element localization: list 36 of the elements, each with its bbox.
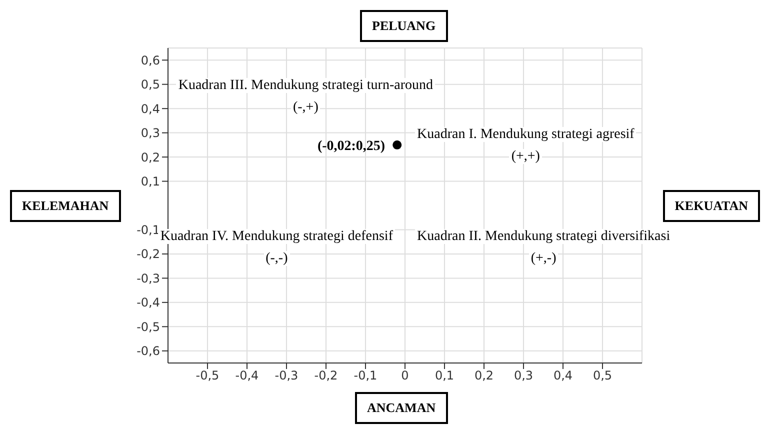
- x-tick-label: 0,4: [553, 368, 573, 383]
- x-tick-label: -0,2: [314, 368, 338, 383]
- annotation: (+,-): [528, 250, 558, 266]
- x-tick-label: 0,5: [592, 368, 612, 383]
- y-tick-label: -0,3: [136, 271, 160, 286]
- annotation: (-,+): [290, 100, 320, 116]
- x-tick-label: 0,3: [514, 368, 534, 383]
- text: KELEMAHAN: [10, 190, 121, 222]
- annotation: Kuadran III. Mendukung strategi turn-around: [176, 78, 435, 94]
- text: KEKUATAN: [662, 190, 760, 222]
- y-tick-label: 0,6: [140, 53, 160, 68]
- annotation: Kuadran II. Mendukung strategi diversifikasi: [415, 228, 672, 244]
- annotation: (+,+): [509, 148, 542, 164]
- y-tick-label: -0,2: [136, 247, 160, 262]
- y-tick-label: 0,4: [140, 102, 160, 116]
- annotation: Kuadran I. Mendukung strategi agresif: [415, 126, 636, 142]
- x-tick-label: -0,5: [196, 368, 220, 383]
- y-tick-label: 0,1: [140, 174, 160, 189]
- annotation: (-,-): [264, 250, 290, 266]
- annotation: Kuadran IV. Mendukung strategi defensif: [158, 228, 395, 244]
- y-tick-label: 0,2: [140, 150, 160, 164]
- text: ANCAMAN: [355, 392, 448, 424]
- y-tick-label: -0,4: [136, 296, 160, 310]
- y-tick-label: -0,6: [136, 344, 160, 358]
- text: PELUANG: [360, 10, 448, 42]
- y-tick-label: 0,3: [140, 126, 160, 140]
- y-tick-label: -0,5: [136, 320, 160, 334]
- x-tick-label: -0,1: [354, 368, 378, 383]
- x-tick-label: 0: [401, 368, 409, 383]
- data-label: (-0,02:0,25): [317, 138, 386, 154]
- y-tick-label: 0,5: [140, 78, 160, 92]
- x-tick-label: -0,3: [274, 368, 298, 383]
- x-tick-label: -0,4: [235, 368, 259, 383]
- y-tick-label: -0,1: [136, 222, 160, 237]
- x-tick-label: 0,2: [474, 368, 494, 383]
- x-tick-label: 0,1: [434, 368, 454, 383]
